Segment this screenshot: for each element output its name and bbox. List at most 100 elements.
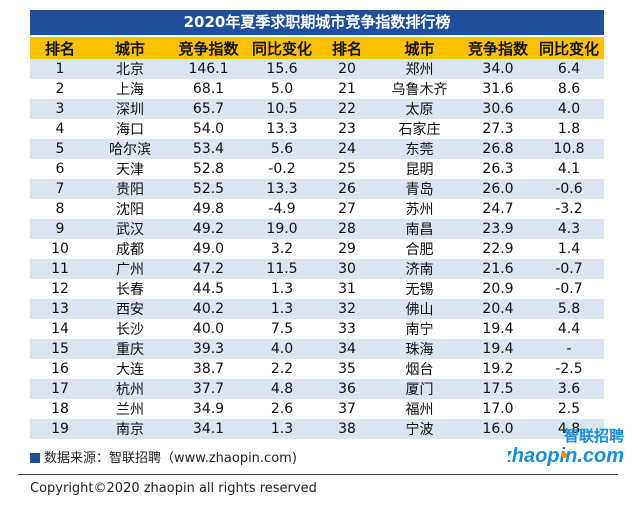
cell-rank-2: 21 — [338, 81, 356, 97]
cell-rank-2: 29 — [338, 241, 356, 257]
cell-yoy-2: -2.5 — [555, 361, 583, 377]
cell-index: 146.1 — [170, 59, 247, 79]
cell-yoy: 5.6 — [247, 139, 317, 159]
cell-index: 44.5 — [192, 281, 225, 297]
table-row: 17 杭州 37.7 4.8 36 厦门 17.5 3.6 — [30, 379, 604, 399]
table-row: 2 上海 68.1 5.0 21 乌鲁木齐 31.6 8.6 — [30, 79, 604, 99]
cell-yoy-2: 5.8 — [534, 299, 604, 319]
table-row: 11 广州 47.2 11.5 30 济南 21.6 -0.7 — [30, 259, 604, 279]
cell-yoy-2: 4.0 — [534, 99, 604, 119]
cell-yoy-2: 4.4 — [557, 321, 581, 337]
footer-divider — [18, 474, 618, 475]
cell-index-2: 22.9 — [482, 241, 514, 257]
cell-index: 34.9 — [192, 401, 225, 417]
cell-index-2: 31.6 — [482, 81, 514, 97]
cell-yoy: 4.8 — [247, 379, 317, 399]
header-yoy-2: 同比变化 — [534, 37, 604, 59]
cell-rank-2: 24 — [317, 139, 377, 159]
cell-index: 47.2 — [170, 259, 247, 279]
cell-rank-2: 25 — [338, 161, 356, 177]
cell-index-2: 16.0 — [462, 419, 534, 439]
cell-yoy: 1.3 — [247, 299, 317, 319]
cell-rank: 16 — [51, 361, 69, 377]
cell-rank-2: 22 — [317, 99, 377, 119]
cell-yoy: 13.3 — [247, 179, 317, 199]
cell-city-2: 昆明 — [405, 162, 434, 178]
cell-yoy-2: - — [534, 339, 604, 359]
cell-city: 广州 — [90, 259, 170, 279]
data-source: 数据来源：智联招聘（www.zhaopin.com) — [30, 450, 297, 468]
cell-index-2: 19.4 — [482, 321, 514, 337]
cell-index-2: 21.6 — [462, 259, 534, 279]
cell-index: 38.7 — [192, 361, 225, 377]
cell-yoy: 2.6 — [270, 401, 294, 417]
cell-rank-2: 27 — [338, 201, 356, 217]
cell-rank-2: 26 — [317, 179, 377, 199]
cell-yoy-2: -3.2 — [555, 201, 583, 217]
cell-yoy: 7.5 — [270, 321, 294, 337]
cell-rank-2: 33 — [338, 321, 356, 337]
cell-index-2: 19.4 — [462, 339, 534, 359]
table-row: 3 深圳 65.7 10.5 22 太原 30.6 4.0 — [30, 99, 604, 119]
cell-city: 南京 — [90, 419, 170, 439]
cell-rank-2: 34 — [317, 339, 377, 359]
cell-index-2: 27.3 — [482, 121, 514, 137]
cell-city-2: 宁波 — [377, 419, 462, 439]
cell-yoy-2: 3.6 — [534, 379, 604, 399]
cell-index: 65.7 — [170, 99, 247, 119]
cell-city: 天津 — [116, 162, 144, 178]
cell-city: 长春 — [116, 282, 144, 298]
cell-city: 成都 — [116, 242, 144, 258]
cell-index-2: 26.0 — [462, 179, 534, 199]
cell-rank: 14 — [51, 321, 69, 337]
zhaopin-logo: 智联招聘 zhaopin.com — [508, 427, 624, 466]
table-title: 2020年夏季求职期城市竞争指数排行榜 — [30, 10, 604, 35]
cell-city-2: 无锡 — [405, 282, 434, 298]
cell-yoy: 15.6 — [247, 59, 317, 79]
cell-rank: 2 — [55, 81, 65, 97]
cell-rank-2: 30 — [317, 259, 377, 279]
cell-city-2: 太原 — [377, 99, 462, 119]
header-yoy: 同比变化 — [247, 37, 317, 59]
cell-index: 49.8 — [192, 201, 225, 217]
table-header-row: 排名 城市 竞争指数 同比变化 排名 城市 竞争指数 同比变化 — [30, 37, 604, 59]
cell-city: 西安 — [90, 299, 170, 319]
table-row: 7 贵阳 52.5 13.3 26 青岛 26.0 -0.6 — [30, 179, 604, 199]
cell-yoy: -4.9 — [268, 201, 296, 217]
cell-yoy: 5.0 — [270, 81, 294, 97]
cell-rank-2: 38 — [317, 419, 377, 439]
cell-index-2: 17.5 — [462, 379, 534, 399]
header-rank-2: 排名 — [317, 37, 377, 59]
copyright: Copyright©2020 zhaopin all rights reserv… — [30, 481, 317, 496]
ranking-table: 排名 城市 竞争指数 同比变化 排名 城市 竞争指数 同比变化 1 北京 146.1… — [30, 37, 604, 439]
cell-yoy: 1.3 — [270, 281, 294, 297]
cell-rank-2: 20 — [317, 59, 377, 79]
cell-yoy-2: 4.8 — [534, 419, 604, 439]
cell-yoy-2: -0.7 — [534, 259, 604, 279]
table-row: 14 长沙 40.0 7.5 33 南宁 19.4 4.4 — [30, 319, 604, 339]
cell-index: 68.1 — [192, 81, 225, 97]
cell-yoy-2: 8.6 — [557, 81, 581, 97]
cell-city: 北京 — [90, 59, 170, 79]
cell-rank: 11 — [30, 259, 90, 279]
cell-city-2: 南宁 — [405, 322, 434, 338]
cell-city: 深圳 — [90, 99, 170, 119]
table-row: 16 大连 38.7 2.2 35 烟台 19.2 -2.5 — [30, 359, 604, 379]
table-row: 8 沈阳 49.8 -4.9 27 苏州 24.7 -3.2 — [30, 199, 604, 219]
cell-city-2: 青岛 — [377, 179, 462, 199]
table-row: 9 武汉 49.2 19.0 28 南昌 23.9 4.3 — [30, 219, 604, 239]
cell-city: 贵阳 — [90, 179, 170, 199]
table-row: 1 北京 146.1 15.6 20 郑州 34.0 6.4 — [30, 59, 604, 79]
cell-city-2: 厦门 — [377, 379, 462, 399]
header-index-2: 竞争指数 — [462, 37, 534, 59]
logo-dot-icon — [561, 452, 567, 458]
logo-cn-text: 智联招聘 — [564, 427, 624, 445]
cell-index: 49.2 — [170, 219, 247, 239]
cell-yoy: 10.5 — [247, 99, 317, 119]
cell-city: 杭州 — [90, 379, 170, 399]
cell-rank-2: 31 — [338, 281, 356, 297]
header-rank: 排名 — [30, 37, 90, 59]
cell-rank: 15 — [30, 339, 90, 359]
cell-rank: 10 — [51, 241, 69, 257]
cell-index-2: 20.9 — [482, 281, 514, 297]
